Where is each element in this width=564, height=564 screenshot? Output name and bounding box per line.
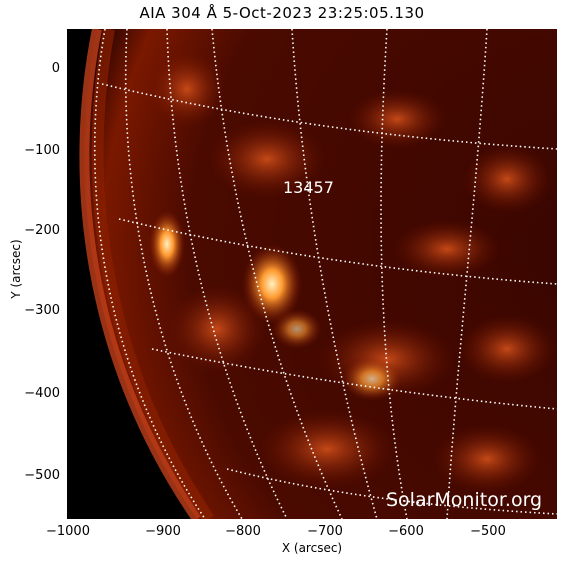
y-tick-label: −100 (24, 143, 60, 158)
y-tick-label: −200 (24, 223, 60, 238)
watermark: SolarMonitor.org (386, 489, 543, 511)
solar-limb (79, 29, 202, 519)
image-title: AIA 304 Å 5-Oct-2023 23:25:05.130 (139, 4, 425, 22)
solar-image-panel (67, 29, 557, 519)
y-axis-label: Y (arcsec) (9, 239, 23, 299)
active-region-label: 13457 (283, 178, 334, 197)
x-tick-label: −600 (388, 524, 424, 539)
x-tick-label: −800 (225, 524, 261, 539)
x-tick-label: −500 (470, 524, 506, 539)
y-tick-label: 0 (51, 61, 60, 76)
heliographic-grid (93, 29, 557, 519)
active-region-core (242, 244, 302, 324)
x-tick-label: −1000 (46, 524, 90, 539)
y-tick-label: −500 (24, 468, 60, 483)
y-tick-label: −300 (24, 303, 60, 318)
x-tick-label: −700 (307, 524, 343, 539)
x-tick-label: −900 (145, 524, 181, 539)
solar-image (67, 29, 557, 519)
x-axis-label: X (arcsec) (281, 541, 343, 555)
y-tick-label: −400 (24, 386, 60, 401)
solar-disk (84, 29, 557, 519)
